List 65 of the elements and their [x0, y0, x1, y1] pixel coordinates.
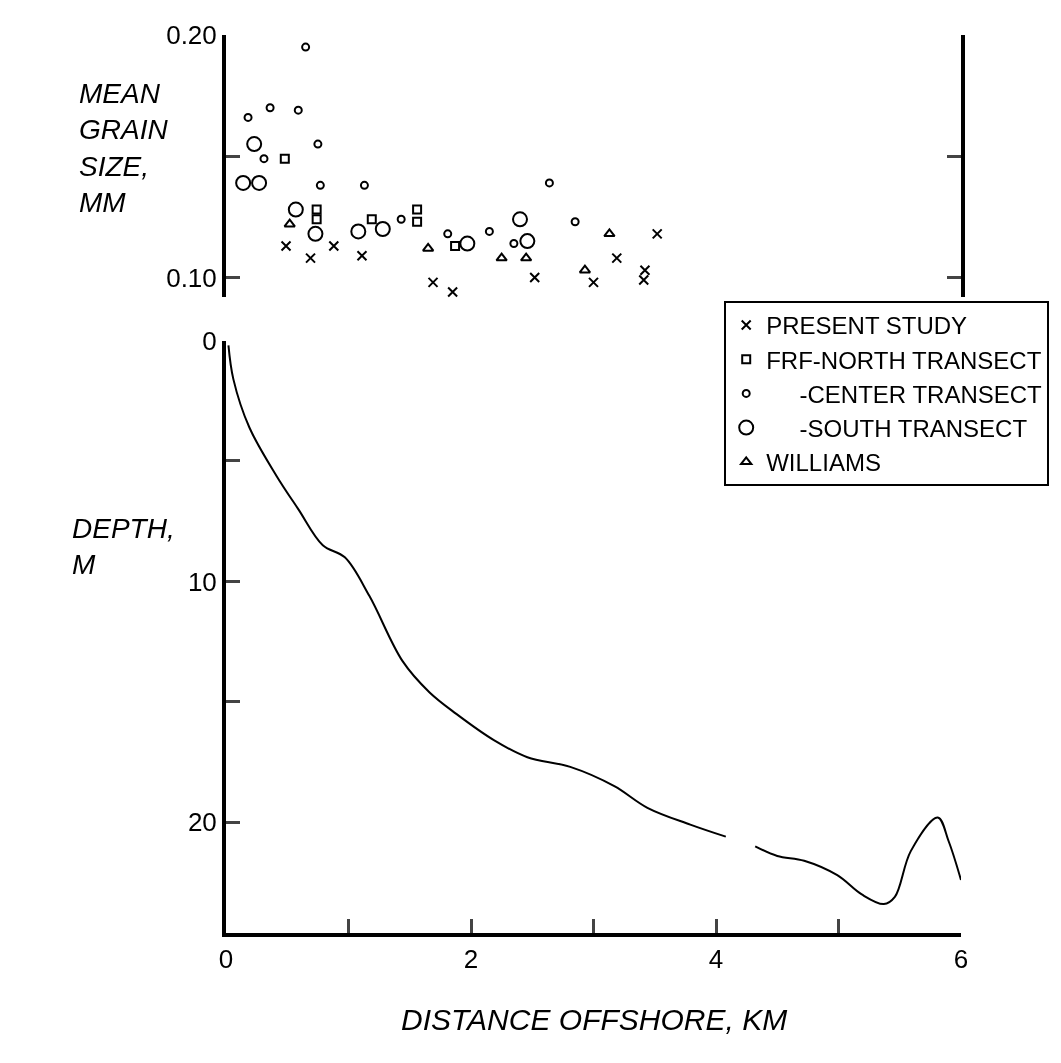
- point: [588, 276, 599, 288]
- x-tick-label: 2: [463, 944, 479, 975]
- y-tick-label: 10: [187, 566, 217, 597]
- point: [328, 240, 340, 252]
- point: [512, 211, 528, 228]
- point: [638, 274, 650, 286]
- point: [544, 178, 554, 188]
- point: [447, 286, 459, 298]
- point: [421, 242, 435, 252]
- legend-label: WILLIAMS: [766, 449, 881, 477]
- point: [259, 154, 269, 164]
- point: [293, 105, 303, 115]
- y-tick-label: 0.10: [166, 262, 217, 293]
- point: [651, 228, 663, 240]
- point: [301, 42, 311, 52]
- point: [495, 252, 508, 262]
- y-axis-title: MEAN GRAIN SIZE, MM: [79, 78, 169, 219]
- point: [374, 221, 391, 237]
- point: [412, 216, 423, 227]
- legend-label: -SOUTH TRANSECT: [766, 414, 1028, 442]
- point: [529, 272, 541, 284]
- point: [459, 235, 476, 252]
- point: [235, 174, 252, 191]
- point: [639, 264, 651, 276]
- point: [443, 229, 453, 239]
- point: [279, 153, 290, 164]
- legend-label: PRESENT STUDY: [766, 312, 968, 340]
- point: [251, 174, 268, 191]
- point: [519, 233, 536, 250]
- x-tick-label: 6: [953, 944, 969, 975]
- point: [283, 218, 296, 228]
- point: [305, 252, 317, 264]
- legend-label: -CENTER TRANSECT: [766, 380, 1043, 408]
- point: [450, 240, 461, 251]
- point: [307, 225, 324, 242]
- point: [243, 112, 253, 122]
- point: [396, 214, 406, 224]
- legend-label: FRF-NORTH TRANSECT: [766, 346, 1042, 374]
- point: [519, 252, 533, 262]
- point: [427, 276, 439, 288]
- point: [484, 226, 494, 236]
- x-tick-label: 4: [708, 944, 724, 975]
- point: [313, 139, 323, 149]
- point: [509, 239, 519, 249]
- point: [315, 180, 325, 190]
- point: [570, 217, 580, 227]
- point: [280, 240, 292, 252]
- point: [359, 180, 369, 190]
- y-tick-label: 0.20: [166, 20, 217, 51]
- point: [578, 264, 592, 274]
- point: [311, 204, 322, 215]
- point: [412, 204, 423, 215]
- point: [265, 103, 275, 113]
- y-tick-label: 0: [202, 325, 217, 356]
- point: [350, 223, 367, 240]
- point: [611, 252, 623, 264]
- y-tick-label: 20: [187, 807, 217, 838]
- point: [246, 136, 263, 153]
- point: [356, 250, 368, 262]
- point: [287, 201, 304, 218]
- point: [311, 214, 322, 225]
- point: [366, 214, 377, 225]
- point: [603, 228, 616, 238]
- y-axis-title: DEPTH, M: [72, 513, 175, 581]
- x-axis-title: DISTANCE OFFSHORE, KM: [401, 1003, 788, 1036]
